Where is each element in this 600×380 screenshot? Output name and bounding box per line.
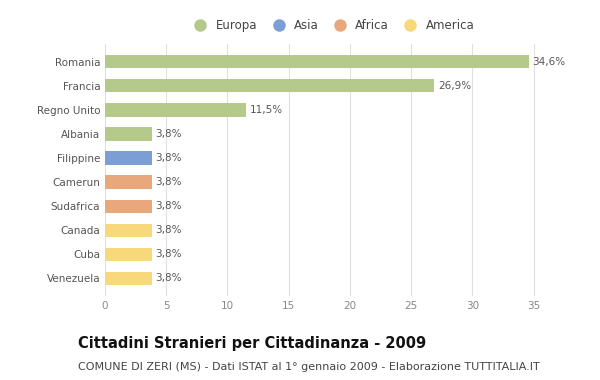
Text: 3,8%: 3,8% [155,249,182,259]
Bar [105,55,529,68]
Legend: Europa, Asia, Africa, America: Europa, Asia, Africa, America [184,14,479,36]
Bar [105,127,152,141]
Bar [105,272,152,285]
Bar [105,176,152,189]
Text: 11,5%: 11,5% [250,105,283,115]
Text: 3,8%: 3,8% [155,201,182,211]
Text: 26,9%: 26,9% [438,81,471,91]
Text: 3,8%: 3,8% [155,225,182,235]
Bar [105,103,246,117]
Bar [105,151,152,165]
Text: 3,8%: 3,8% [155,153,182,163]
Text: 3,8%: 3,8% [155,129,182,139]
Bar [105,248,152,261]
Bar [105,79,434,92]
Text: 3,8%: 3,8% [155,177,182,187]
Text: 34,6%: 34,6% [532,57,565,67]
Bar [105,223,152,237]
Bar [105,200,152,213]
Text: Cittadini Stranieri per Cittadinanza - 2009: Cittadini Stranieri per Cittadinanza - 2… [78,336,426,351]
Text: COMUNE DI ZERI (MS) - Dati ISTAT al 1° gennaio 2009 - Elaborazione TUTTITALIA.IT: COMUNE DI ZERI (MS) - Dati ISTAT al 1° g… [78,362,540,372]
Text: 3,8%: 3,8% [155,273,182,283]
